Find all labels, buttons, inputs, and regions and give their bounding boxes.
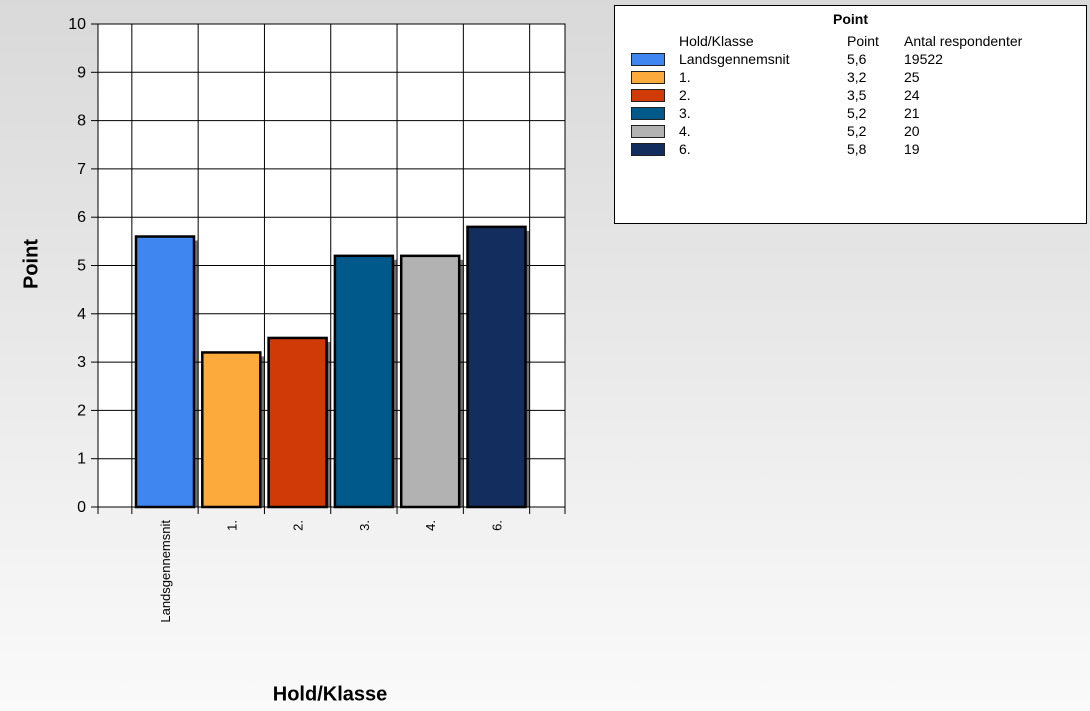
legend-swatch xyxy=(631,53,665,66)
legend-header-point: Point xyxy=(847,33,879,49)
y-tick-label: 1 xyxy=(77,451,86,468)
x-tick-label: Landsgennemsnit xyxy=(158,520,173,623)
y-tick-label: 9 xyxy=(77,64,86,81)
y-axis-title: Point xyxy=(20,239,43,289)
y-tick-label: 0 xyxy=(77,499,86,516)
bar xyxy=(201,351,262,509)
legend-name-cell: 1. xyxy=(679,69,691,85)
legend-swatch xyxy=(631,143,665,156)
legend-antal-cell: 25 xyxy=(904,69,920,85)
legend-row: 1. 3,2 25 xyxy=(615,69,1086,87)
legend-swatch xyxy=(631,107,665,120)
y-tick-label: 4 xyxy=(77,306,86,323)
legend-name-cell: Landsgennemsnit xyxy=(679,51,790,67)
y-tick-label: 10 xyxy=(68,16,86,33)
legend-panel: Point Hold/Klasse Point Antal respondent… xyxy=(614,5,1087,224)
x-axis-title: Hold/Klasse xyxy=(272,683,388,706)
legend-row: 2. 3,5 24 xyxy=(615,87,1086,105)
legend-header-row: Hold/Klasse Point Antal respondenter xyxy=(615,33,1086,51)
bar xyxy=(134,235,196,509)
legend-point-cell: 5,2 xyxy=(847,105,867,121)
legend-swatch xyxy=(631,89,665,102)
y-tick-label: 7 xyxy=(77,161,86,178)
y-tick-label: 3 xyxy=(77,354,86,371)
bar xyxy=(333,254,395,509)
bar-chart: 0 1 2 3 4 5 6 7 8 9 10 Landsgennemsnit 1. 2. 3. 4. 6. xyxy=(68,16,566,623)
chart-area: 0 1 2 3 4 5 6 7 8 9 10 Landsgennemsnit 1. 2. 3. 4. 6. Po… xyxy=(20,16,566,706)
legend-point-cell: 5,2 xyxy=(847,123,867,139)
y-tick-label: 6 xyxy=(77,209,86,226)
legend-header-name: Hold/Klasse xyxy=(679,33,754,49)
y-tick-label: 8 xyxy=(77,113,86,130)
legend-row: Landsgennemsnit 5,6 19522 xyxy=(615,51,1086,69)
legend-antal-cell: 19 xyxy=(904,141,920,157)
bar xyxy=(399,254,461,509)
x-tick-label: 1. xyxy=(224,520,239,531)
legend-point-cell: 5,8 xyxy=(847,141,867,157)
legend-title: Point xyxy=(833,11,868,27)
x-tick-label: 6. xyxy=(490,520,505,531)
legend-name-cell: 2. xyxy=(679,87,691,103)
x-tick-label: 3. xyxy=(357,520,372,531)
legend-antal-cell: 20 xyxy=(904,123,920,139)
legend-antal-cell: 24 xyxy=(904,87,920,103)
legend-name-cell: 6. xyxy=(679,141,691,157)
y-tick-label: 2 xyxy=(77,402,86,419)
legend-point-cell: 3,2 xyxy=(847,69,867,85)
legend-point-cell: 3,5 xyxy=(847,87,867,103)
legend-row: 6. 5,8 19 xyxy=(615,141,1086,159)
legend-point-cell: 5,6 xyxy=(847,51,867,67)
legend-name-cell: 4. xyxy=(679,123,691,139)
legend-row: 3. 5,2 21 xyxy=(615,105,1086,123)
bar xyxy=(466,225,527,509)
legend-antal-cell: 19522 xyxy=(904,51,943,67)
legend-antal-cell: 21 xyxy=(904,105,920,121)
legend-swatch xyxy=(631,71,665,84)
legend-swatch xyxy=(631,125,665,138)
bar xyxy=(267,336,328,509)
legend-header-antal: Antal respondenter xyxy=(904,33,1023,49)
y-tick-label: 5 xyxy=(77,258,86,275)
legend-row: 4. 5,2 20 xyxy=(615,123,1086,141)
x-tick-label: 4. xyxy=(423,520,438,531)
x-tick-label: 2. xyxy=(291,520,306,531)
legend-name-cell: 3. xyxy=(679,105,691,121)
